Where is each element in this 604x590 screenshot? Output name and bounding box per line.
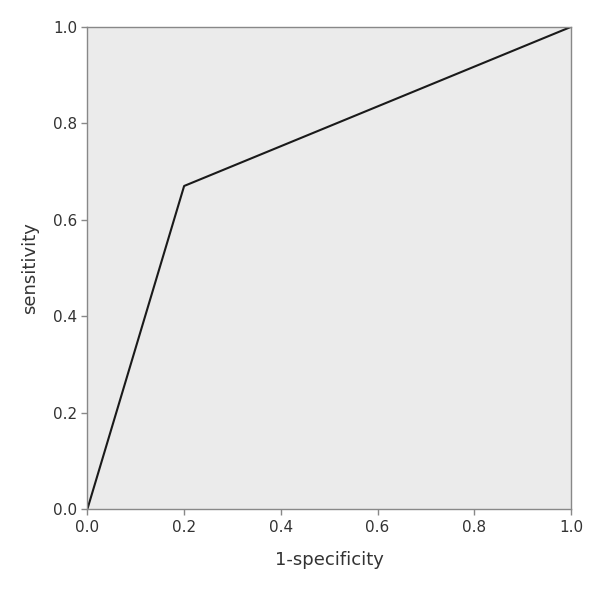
X-axis label: 1-specificity: 1-specificity	[275, 551, 384, 569]
Y-axis label: sensitivity: sensitivity	[21, 222, 39, 314]
